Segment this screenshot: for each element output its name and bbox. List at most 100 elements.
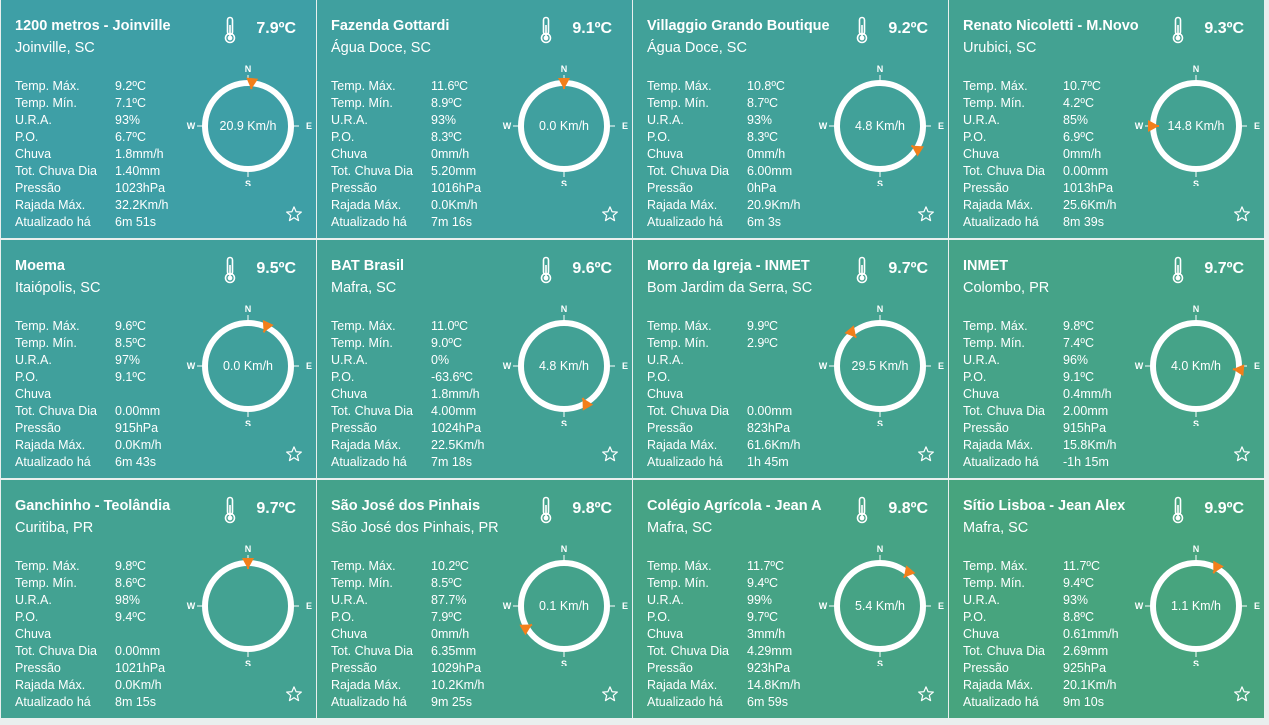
station-name[interactable]: Moema xyxy=(15,258,65,274)
station-data: Temp. Máx. 11.7ºC Temp. Mín. 9.4ºC U.R.A… xyxy=(647,558,809,711)
label-rajada: Rajada Máx. xyxy=(15,678,86,692)
current-temperature: 7.9ºC xyxy=(256,20,296,37)
station-name[interactable]: BAT Brasil xyxy=(331,258,405,274)
station-city: Água Doce, SC xyxy=(331,40,431,56)
value-temp_max: 10.8ºC xyxy=(747,79,785,93)
value-tot_chuva: 2.00mm xyxy=(1063,404,1109,418)
station-card[interactable]: Colégio Agrícola - Jean A Mafra, SC 9.8º… xyxy=(633,480,948,718)
thermometer-icon xyxy=(1172,496,1184,524)
compass-east-label: E xyxy=(306,361,312,371)
current-temperature: 9.9ºC xyxy=(1204,500,1244,517)
value-temp_min: 8.6ºC xyxy=(115,576,146,590)
star-icon[interactable] xyxy=(601,685,619,703)
star-icon[interactable] xyxy=(285,205,303,223)
wind-compass: N S E W 0.1 Km/h xyxy=(503,544,628,666)
data-row-pressao: Pressão 0hPa xyxy=(647,180,809,197)
star-icon[interactable] xyxy=(601,205,619,223)
data-row-temp_max: Temp. Máx. 9.8ºC xyxy=(963,318,1125,335)
station-name[interactable]: Fazenda Gottardi xyxy=(331,18,450,34)
label-tot_chuva: Tot. Chuva Dia xyxy=(331,644,413,658)
label-pressao: Pressão xyxy=(331,181,377,195)
label-pressao: Pressão xyxy=(331,661,377,675)
station-name[interactable]: Sítio Lisboa - Jean Alex xyxy=(963,498,1126,514)
label-chuva: Chuva xyxy=(647,627,684,641)
compass-east-label: E xyxy=(622,601,628,611)
station-card[interactable]: INMET Colombo, PR 9.7ºC Temp. Máx. 9.8ºC… xyxy=(949,240,1264,478)
value-rajada: 20.9Km/h xyxy=(747,198,801,212)
label-ura: U.R.A. xyxy=(963,353,1000,367)
star-icon[interactable] xyxy=(917,685,935,703)
label-chuva: Chuva xyxy=(963,147,1000,161)
value-rajada: 14.8Km/h xyxy=(747,678,801,692)
data-row-po: P.O. 6.7ºC xyxy=(15,129,177,146)
data-row-ura: U.R.A. 96% xyxy=(963,352,1125,369)
data-row-atualizado: Atualizado há 7m 16s xyxy=(331,214,493,231)
thermometer-icon xyxy=(1172,16,1184,44)
station-card[interactable]: BAT Brasil Mafra, SC 9.6ºC Temp. Máx. 11… xyxy=(317,240,632,478)
label-chuva: Chuva xyxy=(15,147,52,161)
data-row-rajada: Rajada Máx. 10.2Km/h xyxy=(331,677,493,694)
label-temp_min: Temp. Mín. xyxy=(647,96,709,110)
value-rajada: 0.0Km/h xyxy=(431,198,478,212)
label-temp_min: Temp. Mín. xyxy=(15,336,77,350)
value-rajada: 15.8Km/h xyxy=(1063,438,1117,452)
value-rajada: 22.5Km/h xyxy=(431,438,485,452)
station-name[interactable]: Villaggio Grando Boutique xyxy=(647,18,830,34)
thermometer-icon xyxy=(856,16,868,44)
station-card[interactable]: 1200 metros - Joinville Joinville, SC 7.… xyxy=(1,0,316,238)
label-temp_min: Temp. Mín. xyxy=(331,336,393,350)
current-temperature: 9.1ºC xyxy=(572,20,612,37)
label-atualizado: Atualizado há xyxy=(15,215,91,229)
station-name[interactable]: São José dos Pinhais xyxy=(331,498,481,514)
data-row-temp_max: Temp. Máx. 10.7ºC xyxy=(963,78,1125,95)
star-icon[interactable] xyxy=(917,445,935,463)
station-data: Temp. Máx. 11.6ºC Temp. Mín. 8.9ºC U.R.A… xyxy=(331,78,493,231)
station-card[interactable]: Morro da Igreja - INMET Bom Jardim da Se… xyxy=(633,240,948,478)
star-icon[interactable] xyxy=(285,445,303,463)
data-row-temp_min: Temp. Mín. 7.1ºC xyxy=(15,95,177,112)
wind-direction-arrow xyxy=(242,558,254,569)
compass-east-label: E xyxy=(1254,361,1260,371)
data-row-pressao: Pressão 915hPa xyxy=(963,420,1125,437)
label-pressao: Pressão xyxy=(15,181,61,195)
label-chuva: Chuva xyxy=(331,147,368,161)
data-row-atualizado: Atualizado há 9m 10s xyxy=(963,694,1125,711)
compass-west-label: W xyxy=(187,121,196,131)
label-ura: U.R.A. xyxy=(15,353,52,367)
value-atualizado: 9m 10s xyxy=(1063,695,1104,709)
station-card[interactable]: São José dos Pinhais São José dos Pinhai… xyxy=(317,480,632,718)
station-name[interactable]: INMET xyxy=(963,258,1009,274)
station-card[interactable]: Fazenda Gottardi Água Doce, SC 9.1ºC Tem… xyxy=(317,0,632,238)
label-rajada: Rajada Máx. xyxy=(963,678,1034,692)
station-card[interactable]: Moema Itaiópolis, SC 9.5ºC Temp. Máx. 9.… xyxy=(1,240,316,478)
station-name[interactable]: 1200 metros - Joinville xyxy=(15,18,171,34)
station-name[interactable]: Renato Nicoletti - M.Novo xyxy=(963,18,1139,34)
station-name[interactable]: Morro da Igreja - INMET xyxy=(647,258,810,274)
value-tot_chuva: 1.40mm xyxy=(115,164,161,178)
value-chuva xyxy=(115,626,177,643)
star-icon[interactable] xyxy=(601,445,619,463)
station-name[interactable]: Colégio Agrícola - Jean A xyxy=(647,498,822,514)
station-card[interactable]: Villaggio Grando Boutique Água Doce, SC … xyxy=(633,0,948,238)
star-icon[interactable] xyxy=(1233,685,1251,703)
wind-speed: 0.0 Km/h xyxy=(223,359,273,373)
station-name[interactable]: Ganchinho - Teolândia xyxy=(15,498,171,514)
value-po: 8.8ºC xyxy=(1063,610,1094,624)
thermometer-icon xyxy=(224,496,236,524)
compass-east-label: E xyxy=(1254,601,1260,611)
compass-west-label: W xyxy=(1135,361,1144,371)
value-ura: 98% xyxy=(115,593,141,607)
star-icon[interactable] xyxy=(1233,205,1251,223)
label-temp_max: Temp. Máx. xyxy=(963,319,1028,333)
star-icon[interactable] xyxy=(917,205,935,223)
station-card[interactable]: Sítio Lisboa - Jean Alex Mafra, SC 9.9ºC… xyxy=(949,480,1264,718)
star-icon[interactable] xyxy=(285,685,303,703)
value-temp_min: 8.5ºC xyxy=(115,336,146,350)
label-temp_min: Temp. Mín. xyxy=(647,336,709,350)
station-card[interactable]: Ganchinho - Teolândia Curitiba, PR 9.7ºC… xyxy=(1,480,316,718)
station-header: Moema Itaiópolis, SC xyxy=(15,257,195,297)
label-chuva: Chuva xyxy=(963,627,1000,641)
star-icon[interactable] xyxy=(1233,445,1251,463)
station-card[interactable]: Renato Nicoletti - M.Novo Urubici, SC 9.… xyxy=(949,0,1264,238)
